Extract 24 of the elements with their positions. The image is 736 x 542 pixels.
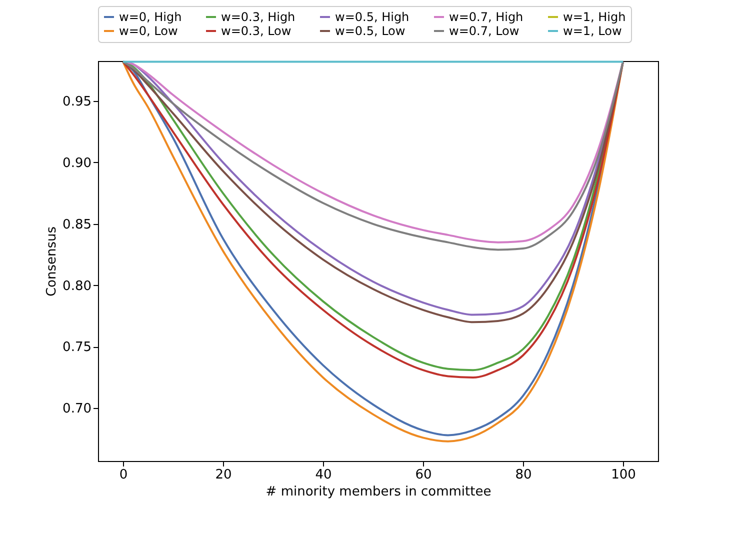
- legend-label: w=0.3, High: [221, 10, 296, 24]
- y-tick-label: 0.85: [62, 217, 92, 232]
- y-tick-label: 0.70: [62, 402, 92, 417]
- legend-label: w=1, High: [563, 10, 626, 24]
- x-axis-title: # minority members in committee: [266, 484, 492, 500]
- x-tick-label: 40: [315, 468, 332, 482]
- y-tick-label: 0.90: [62, 156, 92, 171]
- y-axis-title: Consensus: [44, 226, 60, 297]
- legend-label: w=0.5, Low: [335, 24, 406, 38]
- legend-label: w=0.7, Low: [449, 24, 520, 38]
- x-tick-label: 100: [611, 468, 636, 482]
- x-tick-label: 20: [215, 468, 232, 482]
- legend-label: w=0.7, High: [449, 10, 524, 24]
- legend-label: w=0.3, Low: [221, 24, 292, 38]
- legend-label: w=0, High: [119, 10, 182, 24]
- x-tick-label: 80: [515, 468, 532, 482]
- legend-label: w=0.5, High: [335, 10, 410, 24]
- x-tick-label: 0: [119, 468, 128, 482]
- legend-label: w=1, Low: [563, 24, 622, 38]
- y-tick-label: 0.80: [62, 278, 92, 294]
- y-tick-label: 0.75: [62, 340, 92, 356]
- x-tick-label: 60: [415, 468, 432, 482]
- legend-label: w=0, Low: [119, 24, 178, 38]
- y-tick-label: 0.95: [62, 94, 92, 110]
